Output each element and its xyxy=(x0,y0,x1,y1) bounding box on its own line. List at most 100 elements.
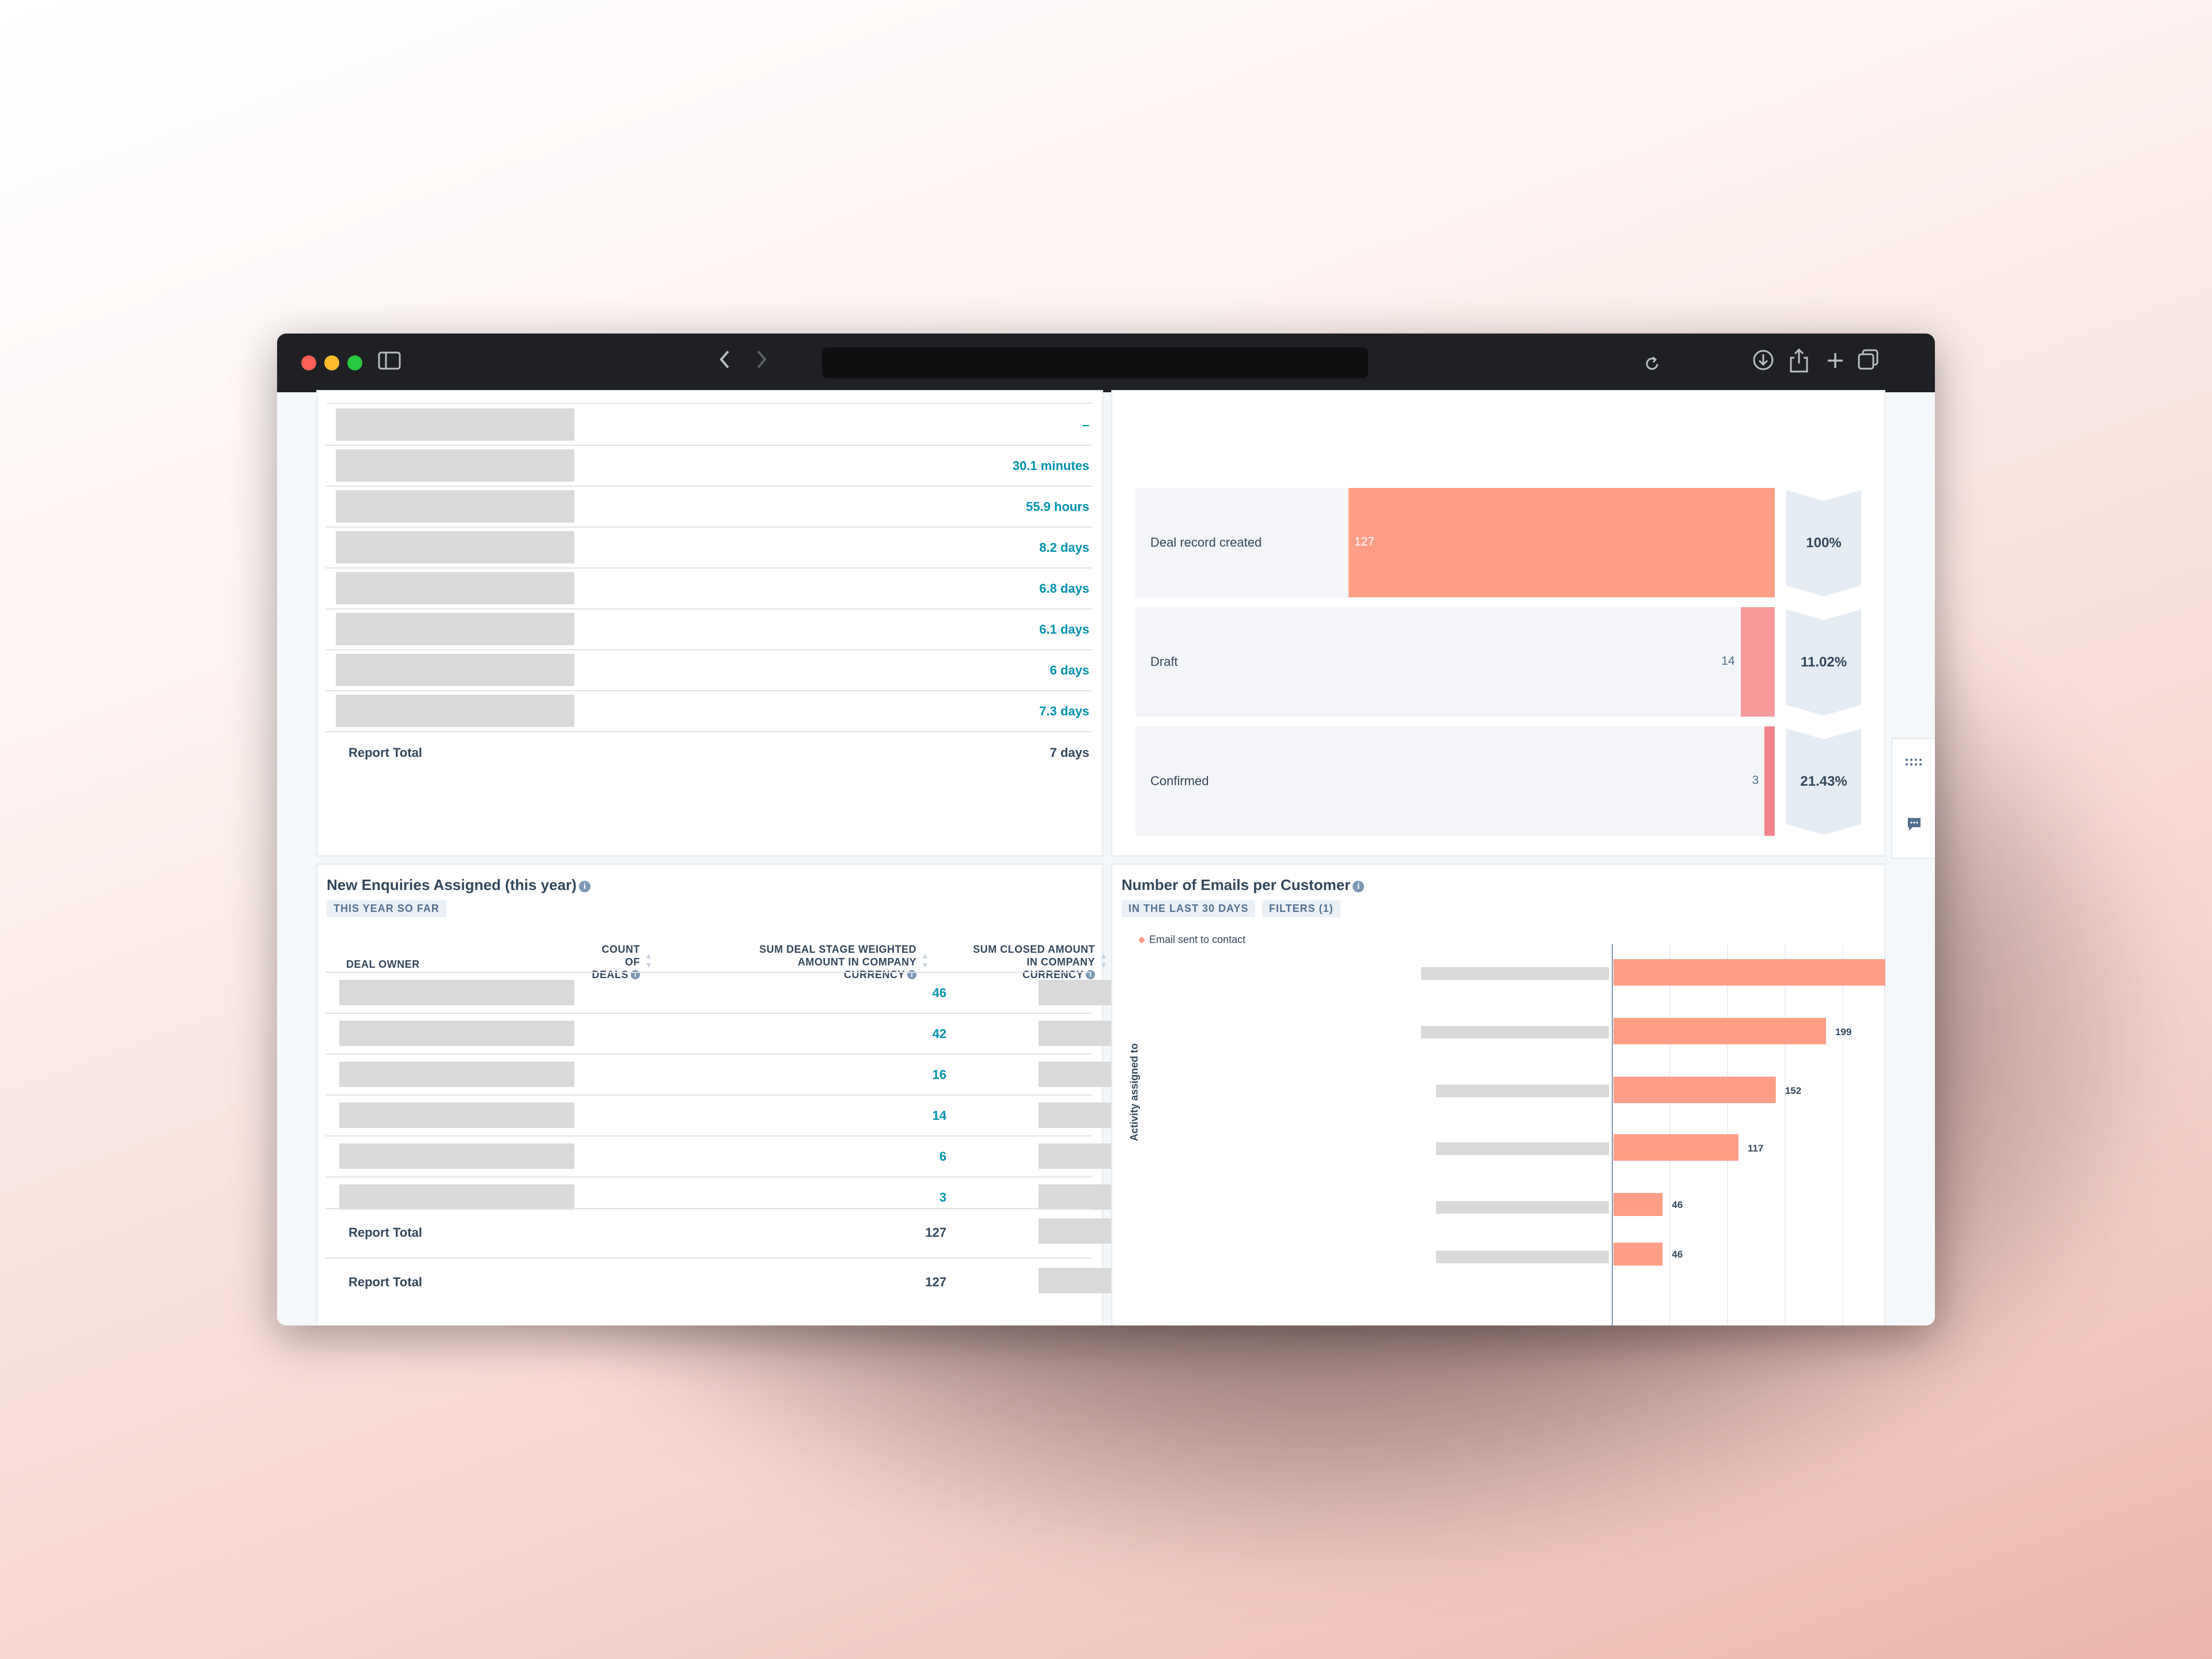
redacted-owner-cell xyxy=(339,1062,574,1087)
header-line: DEALS i xyxy=(571,968,640,981)
chart-bar[interactable] xyxy=(1613,1077,1776,1103)
browser-window: – 30.1 minutes 55.9 hours 8.2 days 6.8 days 6… xyxy=(277,334,1935,1325)
redacted-owner-cell xyxy=(339,1021,574,1046)
new-tab-icon[interactable] xyxy=(1821,349,1850,377)
row-divider xyxy=(325,445,1092,446)
duration-value[interactable]: 6.8 days xyxy=(1039,581,1089,596)
sort-icon[interactable]: ▲ ▼ xyxy=(921,951,929,969)
enquiries-title: New Enquiries Assigned (this year) xyxy=(327,876,577,893)
chart-bar[interactable] xyxy=(1613,1018,1826,1044)
page-content: – 30.1 minutes 55.9 hours 8.2 days 6.8 days 6… xyxy=(277,390,1935,1325)
conversion-chevron xyxy=(1786,729,1861,835)
conversion-percent: 21.43% xyxy=(1800,774,1847,789)
duration-value[interactable]: 8.2 days xyxy=(1039,540,1089,555)
column-header-count[interactable]: COUNT OF DEALS i xyxy=(571,943,640,981)
row-divider xyxy=(325,1176,1092,1177)
redacted-name-cell xyxy=(336,695,574,727)
funnel-count: 3 xyxy=(1752,774,1759,787)
grid-icon[interactable] xyxy=(1905,757,1923,770)
report-total-value: 127 xyxy=(925,1275,946,1289)
row-divider xyxy=(325,1054,1092,1055)
date-range-badge[interactable]: IN THE LAST 30 DAYS xyxy=(1122,900,1256,917)
funnel-count: 127 xyxy=(1354,535,1375,548)
duration-value[interactable]: 30.1 minutes xyxy=(1012,459,1089,473)
bar-value-label: 46 xyxy=(1672,1199,1683,1210)
address-bar[interactable] xyxy=(822,347,1368,378)
share-icon[interactable] xyxy=(1785,348,1813,377)
redacted-name-cell xyxy=(336,654,574,686)
row-divider xyxy=(325,1257,1092,1259)
duration-value[interactable]: 7.3 days xyxy=(1039,704,1089,718)
redacted-name-cell xyxy=(336,490,574,522)
emails-title-wrap: Number of Emails per Customer i xyxy=(1122,876,1365,894)
chart-legend[interactable]: Email sent to contact xyxy=(1139,934,1245,946)
filters-badge[interactable]: FILTERS (1) xyxy=(1262,900,1340,917)
report-total-label: Report Total xyxy=(349,745,422,760)
row-divider xyxy=(325,1094,1092,1096)
redacted-name-cell xyxy=(336,572,574,604)
bar-value-label: 199 xyxy=(1835,1027,1851,1037)
conversion-chevron xyxy=(1786,609,1861,715)
row-divider xyxy=(325,1013,1092,1014)
column-header-weighted[interactable]: SUM DEAL STAGE WEIGHTED AMOUNT IN COMPAN… xyxy=(744,943,916,981)
funnel-bar[interactable] xyxy=(1740,607,1775,717)
chart-bar[interactable] xyxy=(1613,1193,1663,1216)
report-total-value: 127 xyxy=(925,1225,946,1240)
bar-value-label: 117 xyxy=(1748,1143,1763,1154)
funnel-stage-row[interactable] xyxy=(1135,607,1775,717)
duration-value[interactable]: – xyxy=(1082,418,1089,432)
chart-bar[interactable] xyxy=(1613,959,1885,986)
sidebar-toggle-icon[interactable] xyxy=(375,349,404,377)
header-line: COUNT xyxy=(601,944,640,955)
redacted-owner-cell xyxy=(339,980,574,1005)
redacted-owner-cell xyxy=(339,1184,574,1210)
deal-count-value[interactable]: 6 xyxy=(939,1149,946,1164)
row-divider xyxy=(325,731,1092,732)
minimize-window-button[interactable] xyxy=(324,355,339,370)
bar-value-label: 152 xyxy=(1785,1085,1801,1096)
duration-value[interactable]: 55.9 hours xyxy=(1025,499,1089,514)
back-icon[interactable] xyxy=(710,349,739,377)
sort-icon[interactable]: ▲ ▼ xyxy=(1100,951,1108,969)
chat-icon[interactable] xyxy=(1906,816,1922,835)
funnel-stage-label: Deal record created xyxy=(1150,535,1262,550)
tab-overview-icon[interactable] xyxy=(1854,349,1883,377)
row-divider xyxy=(325,486,1092,487)
maximize-window-button[interactable] xyxy=(347,355,362,370)
reload-icon[interactable] xyxy=(1638,351,1666,380)
column-header-closed[interactable]: SUM CLOSED AMOUNT IN COMPANY CURRENCY i xyxy=(951,943,1095,981)
info-icon[interactable]: i xyxy=(578,881,590,892)
row-divider xyxy=(325,649,1092,650)
conversion-percent: 11.02% xyxy=(1800,654,1847,670)
conversion-chevron xyxy=(1786,490,1861,596)
info-icon[interactable]: i xyxy=(1353,881,1365,892)
download-icon[interactable] xyxy=(1749,349,1778,377)
side-panel-tabs xyxy=(1891,738,1935,859)
close-window-button[interactable] xyxy=(301,355,316,370)
duration-value[interactable]: 6 days xyxy=(1050,663,1090,677)
sort-icon[interactable]: ▲ ▼ xyxy=(645,951,653,969)
header-text: DEALS xyxy=(592,969,628,980)
forward-icon[interactable] xyxy=(747,349,776,377)
deal-count-value[interactable]: 14 xyxy=(932,1108,946,1123)
chart-bar[interactable] xyxy=(1613,1243,1663,1266)
report-total-label: Report Total xyxy=(349,1275,422,1289)
funnel-bar[interactable] xyxy=(1349,488,1775,597)
chart-bar[interactable] xyxy=(1613,1134,1738,1161)
funnel-stage-row[interactable] xyxy=(1135,726,1775,836)
column-header-deal-owner[interactable]: DEAL OWNER xyxy=(346,959,420,970)
redacted-owner-cell xyxy=(339,1143,574,1169)
redacted-category-label xyxy=(1436,1251,1609,1263)
deal-count-value[interactable]: 16 xyxy=(932,1067,946,1082)
duration-value[interactable]: 6.1 days xyxy=(1039,622,1089,637)
redacted-category-label xyxy=(1421,1026,1609,1039)
header-line: CURRENCY i xyxy=(951,968,1095,981)
row-divider xyxy=(325,690,1092,691)
deal-count-value[interactable]: 3 xyxy=(939,1190,946,1205)
date-range-badge[interactable]: THIS YEAR SO FAR xyxy=(327,900,446,917)
header-line: IN COMPANY xyxy=(1027,956,1095,968)
enquiries-title-wrap: New Enquiries Assigned (this year) i xyxy=(327,876,590,894)
deal-count-value[interactable]: 42 xyxy=(932,1027,946,1041)
funnel-bar[interactable] xyxy=(1764,726,1775,836)
deal-count-value[interactable]: 46 xyxy=(932,986,946,1000)
